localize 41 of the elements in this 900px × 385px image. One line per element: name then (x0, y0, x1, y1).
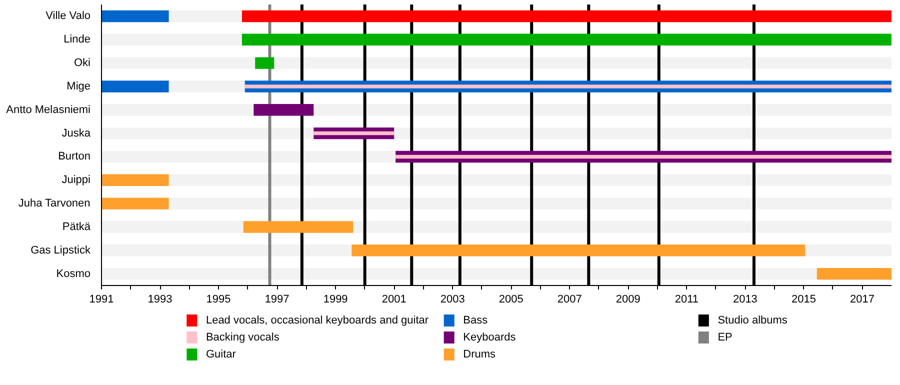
y-tick-label: Ville Valo (46, 10, 90, 22)
x-tick-label: 1997 (264, 294, 290, 306)
x-tick-label: 2009 (616, 294, 640, 306)
y-tick-label: Juippi (62, 174, 91, 186)
x-tick-label: 2015 (791, 294, 816, 306)
bar (102, 198, 169, 210)
legend-label: Keyboards (463, 332, 516, 344)
x-tick-label: 2007 (557, 294, 582, 306)
y-tick-label: Antto Melasniemi (6, 104, 91, 116)
y-tick-label: Juska (62, 127, 92, 140)
x-tick-label: 2013 (732, 294, 758, 306)
legend-label: Guitar (206, 348, 236, 360)
bar (816, 268, 892, 280)
y-tick-label: Oki (74, 57, 90, 70)
bar (314, 131, 394, 136)
y-tick-label: Pätkä (62, 220, 92, 233)
y-tick-label: Juha Tarvonen (18, 198, 90, 210)
bar (102, 174, 169, 186)
y-tick-label: Burton (58, 150, 91, 163)
legend-label: Bass (463, 314, 488, 326)
y-tick-label: Gas Lipstick (30, 244, 91, 256)
legend-label: EP (718, 332, 732, 344)
legend-label: Studio albums (718, 314, 788, 326)
bar (254, 104, 314, 116)
bar (255, 57, 274, 69)
legend-label: Backing vocals (206, 332, 280, 344)
x-tick-label: 2005 (498, 294, 524, 306)
x-tick-label: 1991 (89, 294, 114, 306)
x-tick-label: 1993 (148, 294, 172, 306)
x-tick-label: 2017 (850, 294, 874, 306)
bar (243, 221, 354, 233)
x-tick-label: 1999 (323, 294, 348, 306)
y-tick-label: Linde (64, 34, 91, 46)
x-tick-label: 2003 (440, 294, 465, 306)
x-tick-label: 2011 (674, 294, 699, 306)
y-tick-label: Kosmo (56, 268, 91, 280)
legend-label: Drums (463, 348, 496, 360)
y-tick-label: Mige (66, 80, 90, 92)
legend-label: Lead vocals, occasional keyboards and guitar (206, 314, 429, 326)
x-tick-label: 1995 (206, 294, 231, 306)
x-tick-label: 2001 (382, 294, 406, 306)
